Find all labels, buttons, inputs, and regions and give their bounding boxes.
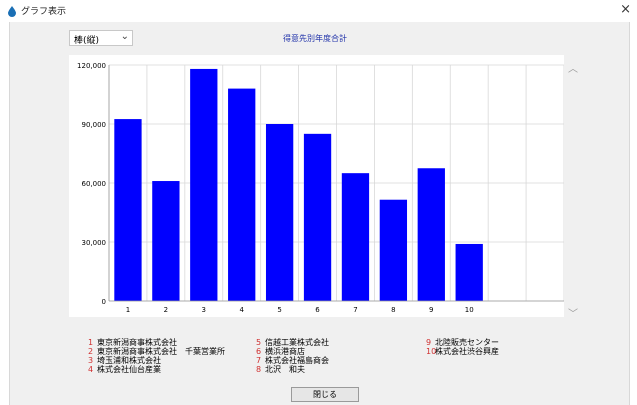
x-tick-label: 9	[429, 306, 433, 314]
legend-item: 2 東京新潟商事株式会社 千葉営業所	[88, 346, 225, 357]
legend-number: 5	[256, 338, 262, 347]
chart-bars	[114, 68, 483, 301]
legend-number: 2	[88, 347, 94, 356]
legend-name: 東京新潟商事株式会社 千葉営業所	[97, 347, 225, 356]
legend-name: 株式会社渋谷興産	[435, 347, 499, 356]
x-tick-label: 7	[353, 306, 357, 314]
legend-item: 10株式会社渋谷興産	[426, 346, 499, 357]
legend-item: 9 北陸販売センター	[426, 337, 499, 348]
bar-8	[379, 199, 408, 301]
legend-name: 北沢 和夫	[265, 365, 305, 374]
legend-name: 埼玉浦和株式会社	[97, 356, 161, 365]
legend-name: 株式会社福島商会	[265, 356, 329, 365]
title-bar: グラフ表示 ×	[0, 0, 637, 22]
x-tick-label: 6	[315, 306, 320, 314]
y-tick-label: 60,000	[82, 180, 107, 188]
legend-name: 株式会社仙台産業	[97, 365, 161, 374]
chevron-down-icon[interactable]: ﹀	[568, 309, 578, 320]
legend-item: 5 信越工業株式会社	[256, 337, 329, 348]
legend-item: 4 株式会社仙台産業	[88, 364, 161, 375]
chart-axes: 0 30,000 60,000 90,000 120,000 1 2 3 4 5 6 7 8 9 10	[77, 62, 564, 314]
legend-number: 1	[88, 338, 94, 347]
y-tick-label: 90,000	[82, 121, 107, 129]
bar-9	[417, 168, 445, 301]
bar-2	[152, 181, 180, 301]
x-tick-label: 3	[202, 306, 206, 314]
legend-item: 3 埼玉浦和株式会社	[88, 355, 161, 366]
legend-name: 北陸販売センター	[435, 338, 499, 347]
window-edge	[0, 22, 9, 405]
legend-item: 8 北沢 和夫	[256, 364, 305, 375]
legend-item: 7 株式会社福島商会	[256, 355, 329, 366]
bar-6	[303, 133, 332, 301]
x-tick-label: 8	[391, 306, 395, 314]
x-tick-label: 4	[239, 306, 244, 314]
y-tick-label: 0	[102, 298, 106, 306]
chevron-up-icon[interactable]: ︿	[568, 64, 578, 75]
bar-1	[114, 119, 142, 301]
legend-number: 7	[256, 356, 262, 365]
x-tick-label: 1	[126, 306, 130, 314]
y-tick-label: 30,000	[82, 239, 107, 247]
legend-number: 4	[88, 365, 94, 374]
y-tick-label: 120,000	[77, 62, 106, 70]
bar-10	[455, 243, 483, 301]
chart-title: 得意先別年度合計	[283, 34, 347, 43]
legend-number: 8	[256, 365, 262, 374]
window-title: グラフ表示	[21, 7, 67, 17]
legend-name: 横浜港商店	[265, 347, 305, 356]
chevron-down-icon: ⌄	[120, 31, 129, 42]
legend-name: 東京新潟商事株式会社	[97, 338, 177, 347]
bar-5	[265, 124, 294, 301]
close-icon[interactable]: ×	[620, 2, 631, 17]
legend-number: 10	[426, 347, 437, 356]
bar-7	[341, 173, 370, 301]
legend-item: 1 東京新潟商事株式会社	[88, 337, 177, 348]
legend-name: 信越工業株式会社	[265, 338, 329, 347]
legend-number: 6	[256, 347, 262, 356]
bar-3	[190, 68, 218, 301]
droplet-icon	[8, 6, 16, 17]
bar-chart: 0 30,000 60,000 90,000 120,000 1 2 3 4 5 6 7 8 9 10	[69, 55, 564, 317]
chart-type-value: 棒(縦)	[74, 36, 100, 46]
legend-item: 6 横浜港商店	[256, 346, 305, 357]
x-tick-label: 10	[465, 306, 474, 314]
legend-number: 3	[88, 356, 94, 365]
x-tick-label: 2	[164, 306, 168, 314]
x-tick-label: 5	[277, 306, 281, 314]
bar-4	[228, 88, 256, 301]
legend-number: 9	[426, 338, 432, 347]
chart-type-select[interactable]: 棒(縦) ⌄	[69, 30, 133, 46]
close-button[interactable]: 閉じる	[291, 387, 359, 402]
